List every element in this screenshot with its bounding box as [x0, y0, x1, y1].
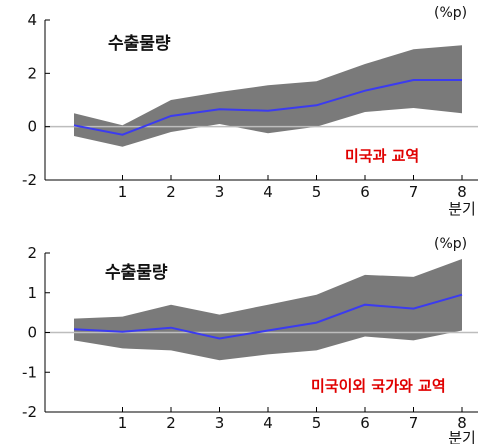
- x-axis-label: 분기: [448, 429, 476, 444]
- annotation-label: 미국과 교역: [345, 147, 419, 165]
- unit-label: (%p): [434, 5, 467, 21]
- x-tick-label: 4: [263, 414, 273, 432]
- y-tick-label: -1: [22, 363, 37, 381]
- unit-label: (%p): [434, 236, 467, 252]
- confidence-band: [74, 259, 462, 361]
- x-tick-label: 8: [457, 183, 467, 201]
- x-tick-label: 8: [457, 414, 467, 432]
- y-tick-label: 2: [27, 64, 37, 82]
- response-line: [73, 293, 463, 340]
- y-tick-label: 1: [27, 284, 37, 302]
- confidence-band: [74, 45, 462, 147]
- chart-title: 수출물량: [105, 263, 168, 283]
- y-tick-label: -2: [22, 171, 37, 189]
- y-tick-label: 0: [27, 324, 37, 342]
- x-tick-label: 6: [360, 414, 370, 432]
- x-tick-label: 1: [118, 183, 128, 201]
- response-line: [73, 79, 462, 136]
- x-tick-label: 1: [118, 414, 128, 432]
- x-tick-label: 2: [166, 183, 176, 201]
- y-tick-label: 2: [27, 244, 37, 262]
- x-tick-label: 2: [166, 414, 176, 432]
- y-tick-label: -2: [22, 403, 37, 421]
- x-tick-label: 6: [360, 183, 370, 201]
- x-tick-label: 3: [215, 183, 225, 201]
- x-tick-label: 4: [263, 183, 273, 201]
- x-tick-label: 5: [312, 414, 322, 432]
- annotation-label: 미국이외 국가와 교역: [311, 377, 446, 395]
- chart-title: 수출물량: [108, 34, 171, 54]
- x-axis-label: 분기: [448, 200, 476, 218]
- x-tick-label: 7: [409, 414, 419, 432]
- x-tick-label: 7: [409, 183, 419, 201]
- x-tick-label: 5: [312, 183, 322, 201]
- x-tick-label: 3: [215, 414, 225, 432]
- y-tick-label: 4: [27, 11, 37, 29]
- y-tick-label: 0: [27, 118, 37, 136]
